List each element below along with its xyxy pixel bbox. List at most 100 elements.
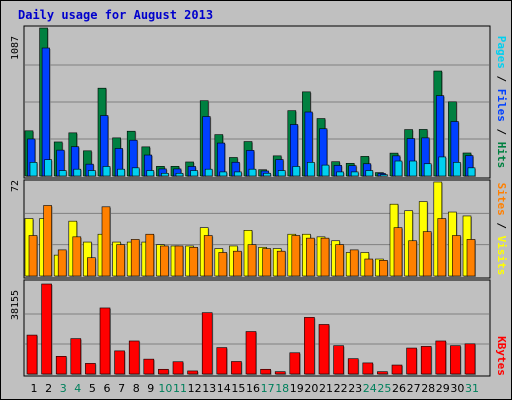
bar-kbytes-day-20: [304, 317, 315, 375]
bar-pages-day-13: [204, 168, 213, 177]
day-label-19: 19: [290, 382, 304, 395]
bar-kbytes-day-15: [231, 361, 242, 375]
bar-pages-day-24: [365, 170, 374, 177]
day-labels: 1 2 3 4 5 6 7 8 9 10 11 12 13 14 15 16 17 18 19 20 21 22 23 24 2…: [31, 382, 480, 395]
bar-sites-day-22: [335, 244, 344, 277]
bar-pages-day-12: [190, 170, 198, 177]
visits-sites-bars: [24, 181, 476, 277]
bar-sites-day-23: [349, 249, 359, 277]
day-label-15: 15: [231, 382, 245, 395]
bar-sites-day-7: [116, 244, 125, 277]
bar-pages-day-18: [277, 170, 286, 177]
bar-kbytes-day-27: [406, 347, 417, 375]
legend-part: /: [495, 69, 508, 89]
bar-pages-day-14: [219, 171, 228, 177]
bar-kbytes-day-10: [158, 368, 169, 375]
bar-kbytes-day-23: [347, 358, 359, 375]
legend-part: KBytes: [495, 336, 508, 376]
bar-sites-day-10: [160, 245, 169, 277]
bar-kbytes-day-30: [450, 345, 461, 375]
bar-sites-day-13: [203, 235, 213, 277]
bar-sites-day-31: [466, 239, 476, 277]
bar-pages-day-31: [467, 167, 476, 177]
bar-sites-day-14: [218, 252, 228, 277]
hits-ymax-label: 1087: [10, 36, 21, 60]
day-label-2: 2: [45, 382, 52, 395]
bar-sites-day-16: [247, 244, 257, 277]
bar-kbytes-day-3: [55, 356, 67, 375]
day-label-5: 5: [89, 382, 96, 395]
day-label-21: 21: [319, 382, 333, 395]
bar-kbytes-day-29: [435, 340, 447, 375]
day-label-10: 10: [158, 382, 172, 395]
kbytes-legend: KBytes: [495, 336, 508, 376]
bar-pages-day-15: [234, 171, 242, 177]
bar-sites-day-6: [101, 206, 111, 277]
bar-kbytes-day-26: [391, 364, 403, 375]
day-label-30: 30: [450, 382, 464, 395]
bar-kbytes-day-14: [216, 347, 228, 375]
hits-legend: Pages / Files / Hits: [495, 36, 508, 169]
bar-sites-day-12: [189, 246, 198, 277]
day-label-25: 25: [377, 382, 391, 395]
kbytes-bars: [26, 283, 476, 375]
legend-part: Hits: [495, 142, 508, 169]
day-label-28: 28: [421, 382, 435, 395]
bar-kbytes-day-24: [362, 362, 374, 375]
bar-pages-day-19: [292, 166, 301, 177]
day-label-8: 8: [133, 382, 140, 395]
bar-kbytes-day-31: [464, 343, 476, 375]
bar-sites-day-20: [306, 237, 315, 277]
bar-pages-day-7: [117, 168, 125, 177]
bar-kbytes-day-13: [201, 312, 213, 375]
bar-kbytes-day-1: [26, 334, 38, 375]
bar-sites-day-17: [262, 248, 271, 277]
bar-pages-day-26: [394, 160, 403, 177]
bar-kbytes-day-9: [143, 358, 155, 375]
bar-sites-day-9: [145, 233, 155, 277]
bar-pages-day-22: [336, 171, 344, 177]
day-label-20: 20: [304, 382, 318, 395]
hits-files-pages-bars: [24, 27, 476, 177]
day-label-17: 17: [261, 382, 275, 395]
bar-sites-day-15: [233, 250, 242, 277]
bar-sites-day-11: [174, 245, 184, 277]
bar-sites-day-21: [320, 237, 330, 277]
bar-sites-day-4: [72, 236, 82, 277]
day-label-4: 4: [74, 382, 81, 395]
day-label-13: 13: [202, 382, 216, 395]
bar-kbytes-day-21: [318, 324, 330, 375]
day-label-1: 1: [31, 382, 38, 395]
bar-pages-day-25-shadow: [381, 175, 389, 177]
day-label-26: 26: [392, 382, 406, 395]
bar-pages-day-8: [131, 167, 140, 177]
day-label-31: 31: [465, 382, 479, 395]
bar-kbytes-day-4: [70, 338, 82, 375]
day-label-23: 23: [348, 382, 362, 395]
day-label-24: 24: [363, 382, 377, 395]
bar-kbytes-day-18: [274, 371, 286, 375]
bar-sites-day-29: [437, 218, 447, 277]
bar-kbytes-day-22: [333, 345, 344, 375]
bar-kbytes-day-5: [85, 363, 96, 375]
day-label-29: 29: [436, 382, 450, 395]
legend-part: /: [495, 122, 508, 142]
day-label-22: 22: [334, 382, 348, 395]
bar-kbytes-day-12: [187, 370, 198, 375]
visits-ymax-label: 72: [10, 180, 21, 192]
day-label-14: 14: [217, 382, 231, 395]
legend-part: Sites: [495, 183, 508, 216]
bar-sites-day-24: [364, 258, 374, 277]
bar-pages-day-29: [438, 156, 447, 177]
bar-pages-day-25: [380, 174, 388, 177]
day-label-7: 7: [118, 382, 125, 395]
bar-sites-day-25: [379, 260, 388, 277]
bar-kbytes-day-17: [260, 368, 271, 375]
bar-pages-day-4: [73, 168, 82, 177]
day-label-11: 11: [173, 382, 187, 395]
day-label-12: 12: [188, 382, 202, 395]
bar-files-day-14: [217, 142, 226, 177]
bar-pages-day-20: [307, 162, 315, 177]
bar-kbytes-day-8: [128, 340, 140, 375]
